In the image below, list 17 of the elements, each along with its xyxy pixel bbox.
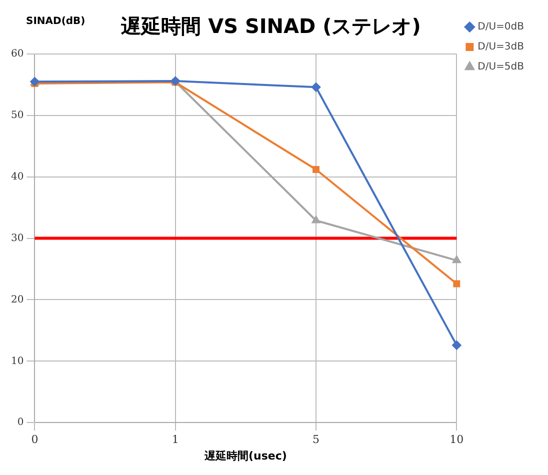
y-tick-label: 60 xyxy=(10,48,24,60)
x-tick-label: 1 xyxy=(172,433,179,446)
legend-label: D/U=3dB xyxy=(478,42,524,53)
y-axis-title: SINAD(dB) xyxy=(26,16,86,27)
y-tick-label: 40 xyxy=(10,171,24,182)
y-tick-label: 10 xyxy=(10,356,24,367)
y-tick-label: 0 xyxy=(17,417,24,428)
x-axis-title: 遅延時間(usec) xyxy=(203,449,287,462)
y-tick-label: 30 xyxy=(10,232,24,244)
y-tick-label: 20 xyxy=(10,294,24,306)
y-tick-label: 50 xyxy=(10,110,24,122)
x-tick-label: 0 xyxy=(31,433,38,446)
x-tick-label: 5 xyxy=(312,433,320,446)
x-tick-label: 10 xyxy=(450,433,464,446)
chart-title: 遅延時間 VS SINAD (ステレオ) xyxy=(120,14,421,38)
legend-label: D/U=0dB xyxy=(478,22,524,33)
legend-label: D/U=5dB xyxy=(478,62,524,73)
